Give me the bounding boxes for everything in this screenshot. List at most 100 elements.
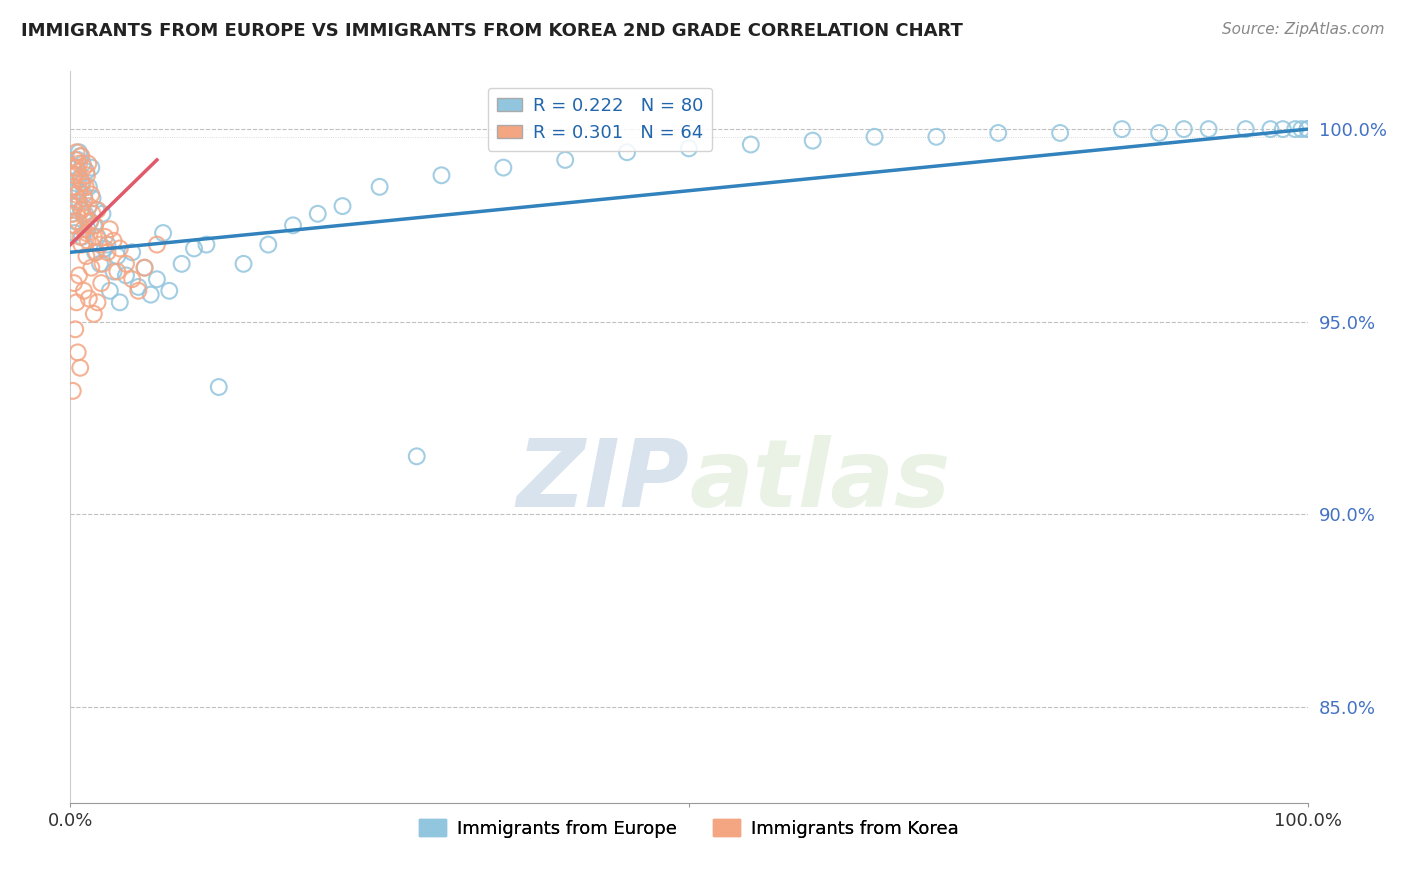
Point	[405, 450, 427, 464]
Point	[77, 292, 100, 306]
Point	[63, 276, 86, 290]
Point	[73, 187, 96, 202]
Point	[70, 176, 93, 190]
Text: Source: ZipAtlas.com: Source: ZipAtlas.com	[1222, 22, 1385, 37]
Point	[69, 195, 91, 210]
Point	[94, 230, 117, 244]
Point	[75, 249, 97, 263]
Point	[115, 257, 138, 271]
Point	[90, 276, 112, 290]
Point	[62, 161, 84, 175]
Point	[63, 219, 86, 233]
Point	[72, 157, 94, 171]
Point	[307, 207, 329, 221]
Point	[554, 153, 576, 167]
Point	[67, 164, 90, 178]
Point	[76, 222, 98, 236]
Text: atlas: atlas	[689, 435, 950, 527]
Point	[63, 226, 86, 240]
Point	[1271, 122, 1294, 136]
Point	[69, 360, 91, 375]
Point	[86, 295, 108, 310]
Point	[83, 307, 105, 321]
Point	[430, 169, 453, 183]
Point	[83, 230, 105, 244]
Point	[62, 384, 84, 398]
Point	[60, 179, 83, 194]
Point	[67, 157, 90, 171]
Point	[108, 295, 131, 310]
Point	[65, 161, 87, 175]
Point	[82, 191, 104, 205]
Point	[1198, 122, 1220, 136]
Point	[73, 284, 96, 298]
Point	[65, 169, 87, 183]
Point	[66, 153, 89, 167]
Text: ZIP: ZIP	[516, 435, 689, 527]
Point	[332, 199, 354, 213]
Point	[139, 287, 162, 301]
Point	[1173, 122, 1195, 136]
Point	[66, 195, 89, 210]
Point	[1260, 122, 1282, 136]
Point	[73, 161, 96, 175]
Point	[84, 245, 107, 260]
Point	[678, 141, 700, 155]
Point	[67, 172, 90, 186]
Point	[1284, 122, 1306, 136]
Point	[75, 211, 97, 225]
Point	[77, 179, 100, 194]
Point	[96, 245, 118, 260]
Point	[91, 257, 114, 271]
Point	[69, 230, 91, 244]
Point	[98, 222, 121, 236]
Point	[152, 226, 174, 240]
Point	[740, 137, 762, 152]
Point	[70, 149, 93, 163]
Point	[65, 145, 87, 160]
Point	[183, 242, 205, 256]
Point	[79, 214, 101, 228]
Point	[84, 245, 107, 260]
Point	[195, 237, 218, 252]
Point	[75, 164, 97, 178]
Point	[94, 242, 117, 256]
Point	[86, 230, 108, 244]
Point	[69, 172, 91, 186]
Point	[492, 161, 515, 175]
Text: IMMIGRANTS FROM EUROPE VS IMMIGRANTS FROM KOREA 2ND GRADE CORRELATION CHART: IMMIGRANTS FROM EUROPE VS IMMIGRANTS FRO…	[21, 22, 963, 40]
Legend: Immigrants from Europe, Immigrants from Korea: Immigrants from Europe, Immigrants from …	[412, 813, 966, 845]
Point	[1049, 126, 1071, 140]
Point	[257, 237, 280, 252]
Point	[1234, 122, 1257, 136]
Point	[91, 207, 114, 221]
Point	[60, 199, 83, 213]
Point	[170, 257, 193, 271]
Point	[121, 245, 143, 260]
Point	[73, 191, 96, 205]
Point	[105, 249, 128, 263]
Point	[69, 202, 91, 217]
Point	[121, 272, 143, 286]
Point	[281, 219, 304, 233]
Point	[89, 257, 111, 271]
Point	[65, 322, 87, 336]
Point	[105, 264, 128, 278]
Point	[65, 187, 87, 202]
Point	[134, 260, 156, 275]
Point	[82, 207, 104, 221]
Point	[208, 380, 231, 394]
Point	[70, 230, 93, 244]
Point	[84, 219, 107, 233]
Point	[66, 184, 89, 198]
Point	[65, 153, 87, 167]
Point	[76, 234, 98, 248]
Point	[232, 257, 254, 271]
Point	[75, 179, 97, 194]
Point	[79, 214, 101, 228]
Point	[77, 199, 100, 213]
Point	[987, 126, 1010, 140]
Point	[63, 199, 86, 213]
Point	[801, 134, 824, 148]
Point	[1291, 122, 1313, 136]
